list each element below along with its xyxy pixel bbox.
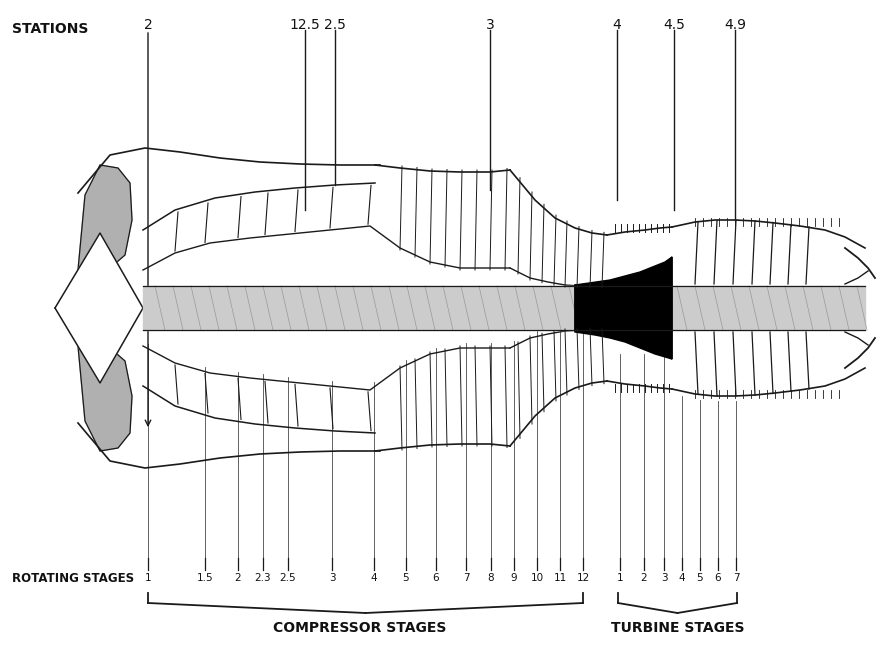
- Text: 12.5: 12.5: [290, 18, 321, 32]
- Text: 1.5: 1.5: [197, 573, 214, 583]
- Text: 2: 2: [641, 573, 648, 583]
- Text: 1: 1: [617, 573, 624, 583]
- Text: COMPRESSOR STAGES: COMPRESSOR STAGES: [273, 621, 447, 635]
- Text: 5: 5: [403, 573, 409, 583]
- Polygon shape: [575, 257, 672, 359]
- Text: 4: 4: [612, 18, 621, 32]
- Text: 11: 11: [554, 573, 567, 583]
- Text: 3: 3: [329, 573, 335, 583]
- Text: STATIONS: STATIONS: [12, 22, 89, 36]
- Text: 12: 12: [577, 573, 589, 583]
- Text: 5: 5: [696, 573, 703, 583]
- Polygon shape: [55, 233, 143, 383]
- Text: 9: 9: [510, 573, 517, 583]
- Text: 8: 8: [487, 573, 494, 583]
- Text: 6: 6: [432, 573, 439, 583]
- Text: 2.5: 2.5: [324, 18, 346, 32]
- Polygon shape: [78, 165, 132, 272]
- Text: 6: 6: [715, 573, 721, 583]
- Text: 3: 3: [486, 18, 494, 32]
- Text: 1: 1: [144, 573, 152, 583]
- Text: 7: 7: [462, 573, 470, 583]
- Text: 4.5: 4.5: [663, 18, 685, 32]
- Text: 4.9: 4.9: [724, 18, 746, 32]
- Text: 4: 4: [679, 573, 685, 583]
- Text: 2.5: 2.5: [280, 573, 296, 583]
- Text: ROTATING STAGES: ROTATING STAGES: [12, 571, 134, 584]
- Text: 7: 7: [733, 573, 739, 583]
- Text: 3: 3: [661, 573, 667, 583]
- Text: 2: 2: [235, 573, 241, 583]
- Text: TURBINE STAGES: TURBINE STAGES: [611, 621, 745, 635]
- Text: 2: 2: [144, 18, 152, 32]
- Polygon shape: [78, 344, 132, 451]
- Polygon shape: [575, 257, 672, 359]
- Polygon shape: [143, 286, 865, 330]
- Text: 10: 10: [531, 573, 544, 583]
- Text: 4: 4: [370, 573, 377, 583]
- Text: 2.3: 2.3: [254, 573, 271, 583]
